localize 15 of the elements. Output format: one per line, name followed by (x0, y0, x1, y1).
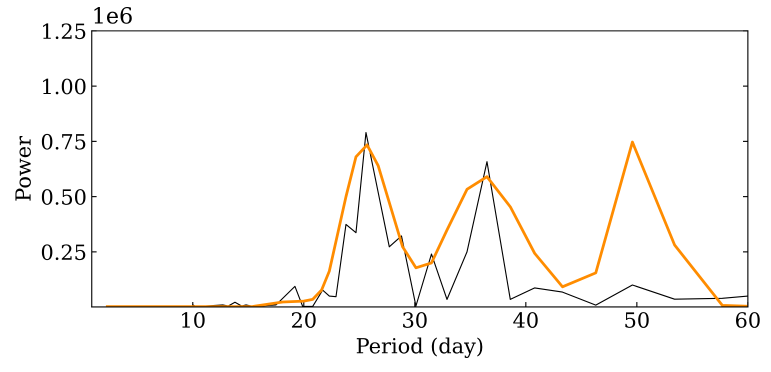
y-tick-label: 1.25 (43, 23, 86, 40)
x-tick-label: 30 (403, 312, 427, 328)
line-series (106, 140, 748, 307)
x-tick-label: 10 (182, 312, 205, 328)
y-tick-label: 1.00 (43, 78, 86, 94)
y-axis-title: Power (15, 136, 31, 201)
y-tick-label: 0.25 (42, 244, 86, 260)
text: 1e6 (94, 7, 132, 24)
y-tick-label: 0.50 (42, 189, 86, 205)
x-axis-title: Period (day) (356, 337, 482, 358)
y-tick-label: 0.75 (42, 134, 86, 150)
x-tick-label: 60 (736, 312, 760, 328)
x-tick-label: 20 (292, 312, 316, 328)
x-tick-label: 50 (625, 312, 649, 328)
x-tick-label: 40 (513, 312, 538, 328)
